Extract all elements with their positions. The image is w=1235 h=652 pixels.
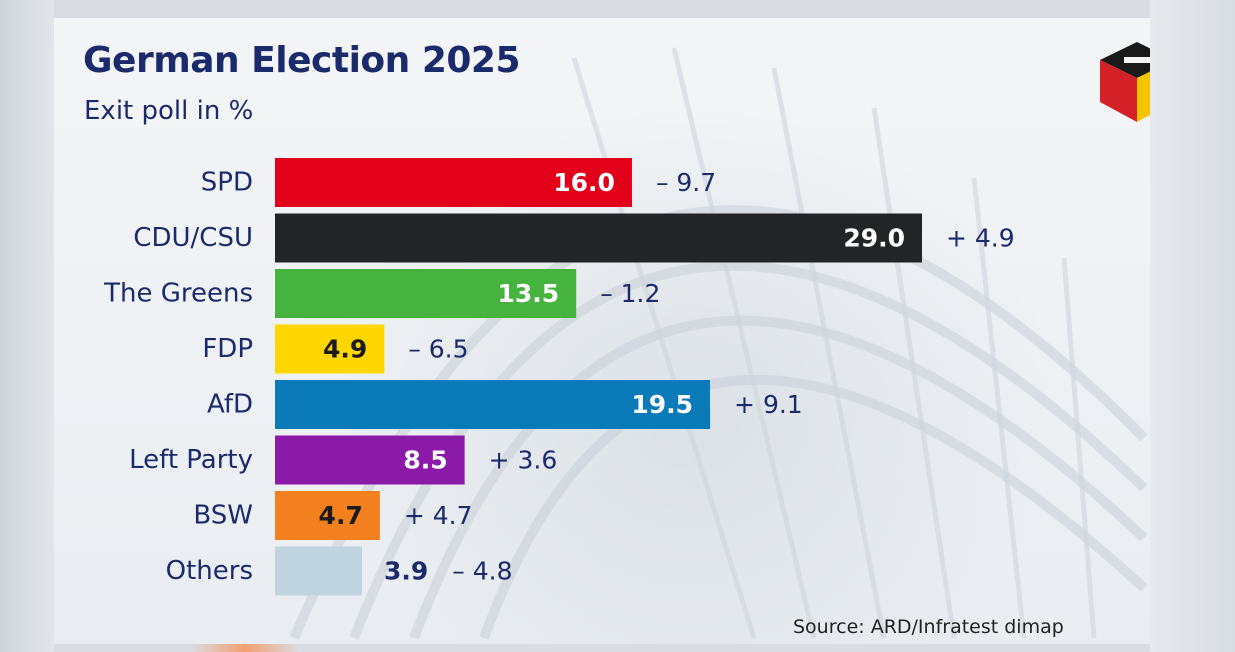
value-label-bsw: 4.7	[319, 501, 363, 530]
value-label-left-party: 8.5	[403, 446, 447, 475]
change-label-left-party: + 3.6	[489, 446, 558, 475]
bar-others	[275, 546, 363, 596]
change-label-spd: – 9.7	[656, 168, 716, 197]
chart-title: German Election 2025	[83, 40, 521, 81]
value-label-others: 3.9	[384, 557, 428, 586]
bar-cdu-csu	[275, 213, 922, 263]
category-label-cdu-csu: CDU/CSU	[133, 223, 253, 253]
chart-subtitle: Exit poll in %	[84, 96, 254, 126]
change-label-afd: + 9.1	[734, 390, 803, 419]
change-label-fdp: – 6.5	[408, 335, 468, 364]
category-label-spd: SPD	[201, 168, 253, 198]
category-label-fdp: FDP	[202, 334, 253, 364]
category-label-afd: AfD	[207, 390, 253, 420]
category-label-others: Others	[166, 556, 253, 586]
category-label-the-greens: The Greens	[103, 279, 253, 309]
change-label-the-greens: – 1.2	[600, 279, 660, 308]
value-label-afd: 19.5	[631, 390, 693, 419]
change-label-others: – 4.8	[452, 557, 512, 586]
value-label-spd: 16.0	[553, 168, 615, 197]
bar-the-greens	[275, 269, 577, 318]
bar-left-party	[275, 435, 465, 485]
background-left-edge	[0, 0, 54, 652]
bar-fdp	[275, 324, 385, 374]
source-note: Source: ARD/Infratest dimap	[793, 616, 1064, 638]
value-label-cdu-csu: 29.0	[843, 224, 905, 253]
change-label-bsw: + 4.7	[404, 501, 473, 530]
value-label-the-greens: 13.5	[498, 279, 560, 308]
change-label-cdu-csu: + 4.9	[946, 224, 1015, 253]
bar-afd	[275, 380, 711, 429]
value-label-fdp: 4.9	[323, 335, 367, 364]
background-right-edge	[1150, 0, 1235, 652]
bar-bsw	[275, 491, 380, 540]
ballot-box-german-flag-icon	[1100, 42, 1150, 122]
bar-spd	[275, 158, 632, 207]
bottom-glow	[190, 644, 300, 652]
category-label-bsw: BSW	[193, 501, 253, 531]
category-label-left-party: Left Party	[129, 445, 253, 475]
